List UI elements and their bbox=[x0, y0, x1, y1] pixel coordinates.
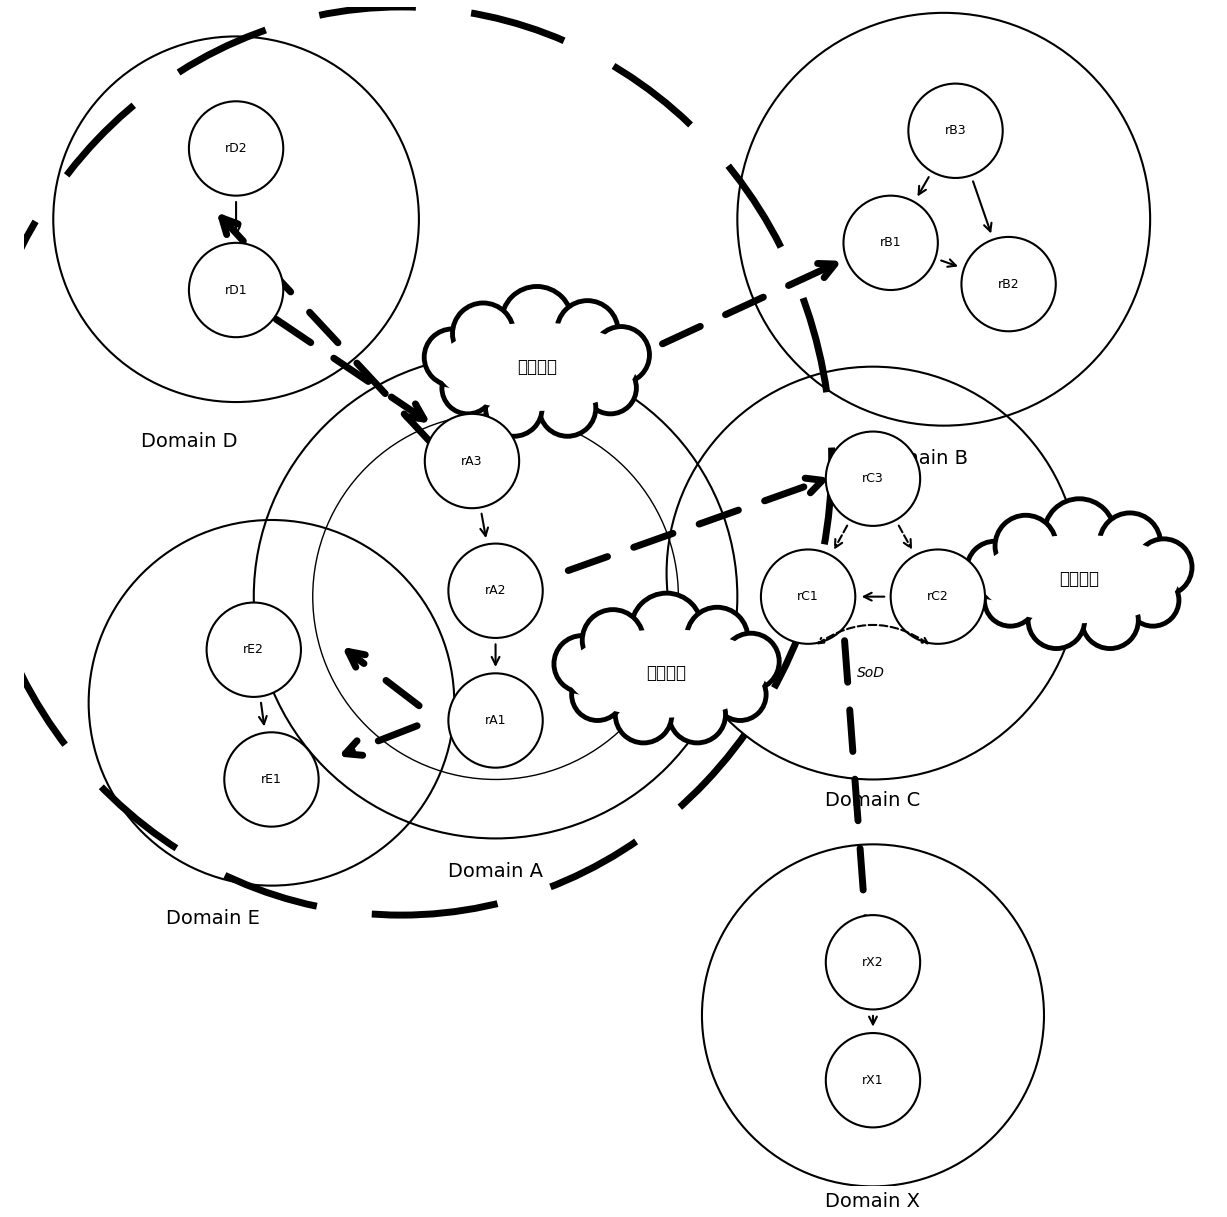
Text: rD1: rD1 bbox=[225, 284, 248, 297]
Circle shape bbox=[448, 673, 542, 768]
Circle shape bbox=[593, 326, 649, 383]
Circle shape bbox=[486, 380, 542, 436]
Text: Domain A: Domain A bbox=[448, 862, 544, 881]
Text: rA2: rA2 bbox=[485, 584, 507, 598]
Circle shape bbox=[1135, 539, 1191, 595]
Circle shape bbox=[826, 915, 920, 1009]
Circle shape bbox=[225, 733, 319, 826]
Circle shape bbox=[843, 196, 937, 290]
Text: Domain X: Domain X bbox=[826, 1193, 920, 1211]
Circle shape bbox=[448, 544, 542, 638]
Text: rC2: rC2 bbox=[926, 590, 948, 604]
Circle shape bbox=[453, 303, 514, 364]
Circle shape bbox=[206, 602, 301, 697]
Text: Domain D: Domain D bbox=[141, 432, 237, 450]
Text: rD2: rD2 bbox=[225, 142, 248, 155]
Circle shape bbox=[826, 1033, 920, 1127]
Circle shape bbox=[995, 515, 1056, 577]
Text: rC3: rC3 bbox=[863, 472, 883, 486]
Circle shape bbox=[826, 432, 920, 526]
Circle shape bbox=[714, 668, 766, 720]
Circle shape bbox=[189, 101, 283, 196]
Circle shape bbox=[553, 635, 611, 692]
Circle shape bbox=[962, 237, 1055, 331]
Text: 衰退继承: 衰退继承 bbox=[647, 664, 687, 683]
Text: rB2: rB2 bbox=[998, 277, 1020, 291]
Circle shape bbox=[686, 607, 747, 668]
Circle shape bbox=[984, 574, 1037, 626]
Circle shape bbox=[1044, 499, 1115, 570]
Circle shape bbox=[442, 361, 493, 414]
Circle shape bbox=[1028, 591, 1085, 649]
Text: rB3: rB3 bbox=[945, 124, 967, 138]
Circle shape bbox=[631, 593, 702, 664]
Ellipse shape bbox=[979, 534, 1179, 623]
Ellipse shape bbox=[429, 314, 644, 420]
Circle shape bbox=[557, 301, 618, 361]
Ellipse shape bbox=[437, 323, 637, 411]
Circle shape bbox=[584, 361, 637, 414]
Circle shape bbox=[615, 686, 672, 742]
Text: Domain C: Domain C bbox=[826, 791, 920, 811]
Text: rE2: rE2 bbox=[243, 644, 264, 656]
Circle shape bbox=[1099, 512, 1161, 574]
Circle shape bbox=[1082, 591, 1139, 649]
Text: 责任分离: 责任分离 bbox=[1059, 570, 1099, 588]
Text: rA1: rA1 bbox=[485, 714, 507, 727]
Circle shape bbox=[723, 633, 779, 690]
Ellipse shape bbox=[972, 526, 1187, 632]
Text: rE1: rE1 bbox=[261, 773, 282, 786]
Circle shape bbox=[425, 329, 481, 386]
Text: rA3: rA3 bbox=[461, 454, 482, 467]
Circle shape bbox=[967, 542, 1023, 598]
Circle shape bbox=[891, 550, 985, 644]
Circle shape bbox=[572, 668, 623, 720]
Text: SoD: SoD bbox=[856, 667, 885, 680]
Circle shape bbox=[669, 686, 725, 742]
Circle shape bbox=[908, 84, 1002, 178]
Circle shape bbox=[189, 243, 283, 337]
Circle shape bbox=[1128, 574, 1179, 626]
Text: rB1: rB1 bbox=[880, 236, 902, 249]
Text: rX2: rX2 bbox=[863, 955, 883, 969]
Text: rX1: rX1 bbox=[863, 1073, 883, 1087]
Text: 循环继承: 循环继承 bbox=[517, 358, 557, 376]
Text: Domain E: Domain E bbox=[166, 909, 259, 929]
Ellipse shape bbox=[567, 629, 766, 718]
Text: rC1: rC1 bbox=[798, 590, 818, 604]
Text: Domain B: Domain B bbox=[872, 449, 968, 469]
Circle shape bbox=[761, 550, 855, 644]
Circle shape bbox=[502, 286, 572, 358]
Circle shape bbox=[583, 610, 644, 671]
Ellipse shape bbox=[560, 621, 774, 727]
Circle shape bbox=[425, 414, 519, 509]
Circle shape bbox=[539, 380, 596, 436]
